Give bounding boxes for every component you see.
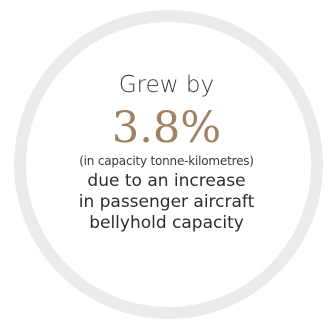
growth-value: 3.8%	[111, 103, 222, 153]
description-line: bellyhold capacity	[89, 213, 244, 233]
unit-note: (in capacity tonne-kilometres)	[79, 154, 254, 168]
description-line: due to an increase	[87, 171, 246, 191]
description-line: in passenger aircraft	[78, 192, 255, 212]
headline: Grew by	[118, 72, 215, 98]
callout-content: Grew by 3.8% (in capacity tonne-kilometr…	[20, 70, 313, 233]
